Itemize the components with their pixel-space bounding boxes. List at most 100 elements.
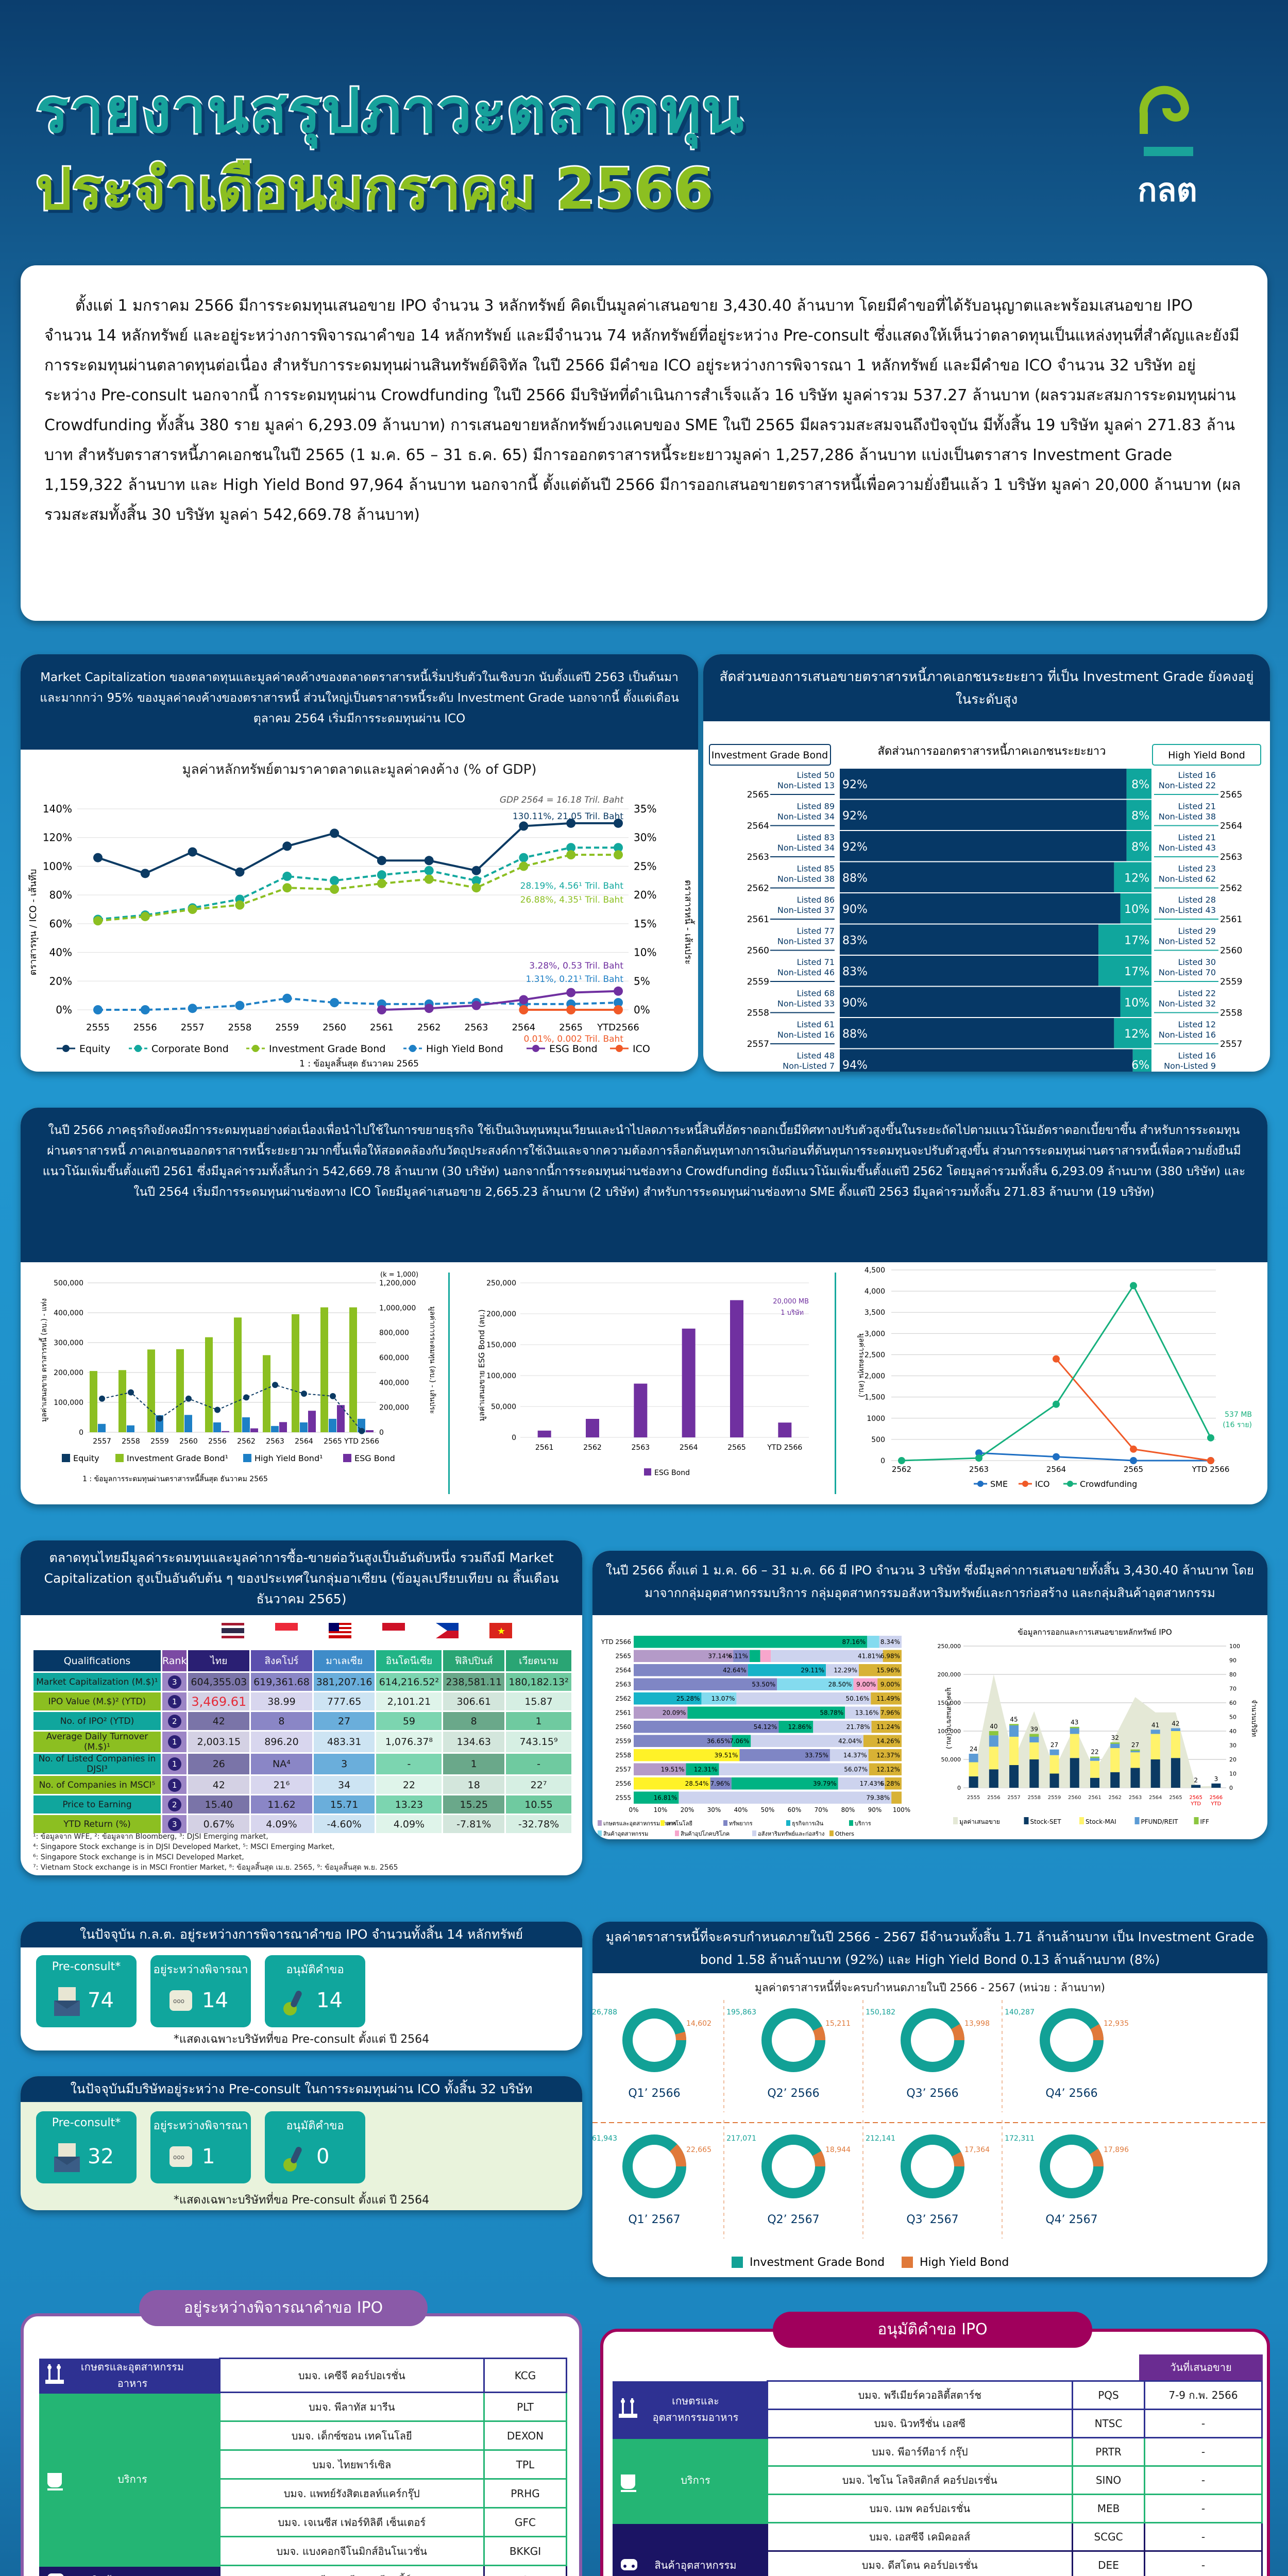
stacked-bar bbox=[1110, 1772, 1120, 1788]
stacked-bar bbox=[1110, 1743, 1120, 1748]
segment-label: 28.50% bbox=[828, 1681, 852, 1688]
x-tick: 2556 bbox=[133, 1022, 157, 1033]
annotation: 1.31%, 0.21¹ Tril. Baht bbox=[526, 974, 623, 985]
segment-label: 6.28% bbox=[880, 1780, 900, 1787]
ig-value-label: 195,863 bbox=[726, 2008, 756, 2016]
company-name: บมจ. เอสซีจี เคมิคอลส์ bbox=[766, 2522, 1073, 2552]
count-label: 27 bbox=[1050, 1741, 1058, 1749]
year-label-left: 2561 bbox=[747, 914, 769, 925]
approval-stamp-icon bbox=[283, 1986, 309, 2017]
quarter-label: Q3’ 2566 bbox=[906, 2087, 958, 2100]
ipo-status-header: ในปัจจุบัน ก.ล.ต. อยู่ระหว่างการพิจารณาค… bbox=[21, 1922, 582, 1947]
data-point bbox=[898, 1457, 905, 1464]
ig-nonlisted: Non-Listed 34 bbox=[777, 843, 835, 853]
stacked-bar bbox=[1009, 1725, 1019, 1737]
segment-label: 16.81% bbox=[654, 1794, 677, 1801]
offer-date: - bbox=[1144, 2437, 1263, 2467]
stacked-segment bbox=[634, 1692, 702, 1705]
data-point bbox=[282, 841, 292, 851]
country-flags: ★ bbox=[222, 1623, 512, 1638]
value-cell: 22⁷ bbox=[504, 1774, 573, 1795]
value-cell: 13.23 bbox=[375, 1794, 444, 1815]
ig-bar bbox=[840, 769, 1127, 799]
intro-text: ตั้งแต่ 1 มกราคม 2566 มีการระดมทุนเสนอขา… bbox=[44, 297, 1241, 524]
y-axis-label-right: ตราสารหนี้ - เส้นประ bbox=[683, 880, 695, 965]
series-line-high-yield-bond bbox=[98, 997, 619, 1011]
data-point bbox=[157, 1415, 163, 1422]
legend-marker bbox=[252, 1045, 259, 1052]
stacked-segment bbox=[749, 1650, 760, 1662]
y-tick: 4,500 bbox=[865, 1266, 885, 1275]
annotation: 20,000 MB bbox=[773, 1298, 809, 1306]
legend-label: Stock-SET bbox=[1030, 1818, 1062, 1825]
hy-bar bbox=[1114, 1018, 1151, 1048]
list-item: บมจ. แบงคอกจีโนมิกส์อินโนเวชั่น BKKGI bbox=[39, 2536, 567, 2566]
legend-marker bbox=[616, 1045, 623, 1052]
value-cell: -7.81% bbox=[442, 1814, 506, 1835]
ticker: MEB bbox=[1072, 2494, 1145, 2523]
ig-listed: Listed 89 bbox=[797, 802, 835, 811]
x-tick: 70% bbox=[815, 1806, 828, 1814]
y-tick: 200,000 bbox=[486, 1310, 516, 1318]
segment-label: 7.96% bbox=[880, 1709, 900, 1716]
x-tick: 2555 bbox=[86, 1022, 110, 1033]
asean-header: ตลาดทุนไทยมีมูลค่าระดมทุนและมูลค่าการซื้… bbox=[21, 1540, 582, 1615]
asean-footnotes: ¹: ข้อมูลจาก WFE, ²: ข้อมูลจาก Bloomberg… bbox=[33, 1832, 398, 1873]
y-tick-left: 500,000 bbox=[54, 1279, 83, 1287]
list-item: บมจ. นิวทรีชั่น เอสซี NTSC - bbox=[613, 2409, 1263, 2438]
ipo-summary-header: ในปี 2566 ตั้งแต่ 1 ม.ค. 66 – 31 ม.ค. 66… bbox=[592, 1551, 1267, 1615]
legend-label: Stock-MAI bbox=[1086, 1818, 1116, 1825]
bar-esgbond bbox=[250, 1428, 258, 1432]
x-tick: 2555 bbox=[967, 1795, 980, 1801]
legend-swatch bbox=[343, 1454, 351, 1462]
stacked-segment bbox=[869, 1763, 902, 1775]
stacked-bar bbox=[1029, 1742, 1039, 1759]
y-tick-left: 50,000 bbox=[941, 1756, 961, 1763]
hy-listed: Listed 21 bbox=[1178, 833, 1216, 842]
value-cell: 38.99 bbox=[249, 1691, 314, 1712]
ig-bar bbox=[840, 1049, 1133, 1072]
footnote: ⁶: Singapore Stock exchange is in MSCI D… bbox=[33, 1853, 244, 1861]
asean-table-wrap: Qualifications Rank ไทย สิงคโปร์ มาเลเซีย อิน… bbox=[32, 1649, 573, 1835]
y-tick-right: 600,000 bbox=[379, 1354, 409, 1362]
x-tick: 20% bbox=[681, 1806, 694, 1814]
column-header: Rank bbox=[160, 1649, 189, 1673]
data-point bbox=[424, 1004, 434, 1013]
hy-pct: 6% bbox=[1131, 1059, 1149, 1072]
table-row: IPO Value (M.$)² (YTD) 1 3,469.61 38.99 777.… bbox=[32, 1691, 573, 1712]
data-point bbox=[519, 853, 529, 862]
stacked-segment bbox=[634, 1720, 779, 1733]
hy-listed: Listed 12 bbox=[1178, 1020, 1216, 1029]
ig-pct: 92% bbox=[842, 778, 868, 791]
value-cell: 134.63 bbox=[442, 1730, 506, 1754]
svg-text:ooo: ooo bbox=[173, 2154, 184, 2161]
legend-label: Others bbox=[835, 1831, 854, 1837]
company-name: บมจ. พีอาร์ทีอาร์ กรุ๊ป bbox=[766, 2437, 1073, 2467]
bar-highyieldbond bbox=[184, 1415, 192, 1432]
y-tick: 1,500 bbox=[865, 1394, 885, 1402]
stacked-segment bbox=[719, 1763, 870, 1775]
data-point bbox=[188, 1004, 197, 1013]
y-tick: 100,000 bbox=[486, 1372, 516, 1380]
esg-bar bbox=[634, 1383, 648, 1437]
count-label: 24 bbox=[970, 1745, 977, 1753]
y-axis-label: มูลค่าเสนอขาย ESG Bond (ลบ.) bbox=[477, 1309, 486, 1421]
count-label: 45 bbox=[1010, 1716, 1018, 1723]
bar-highyieldbond bbox=[98, 1423, 106, 1432]
legend-marker bbox=[1067, 1481, 1073, 1487]
company-name: บมจ. พี.เอส.พี.สเปเชียลตี้ส์ bbox=[218, 2565, 485, 2576]
stacked-segment bbox=[732, 1735, 751, 1747]
legend-swatch bbox=[953, 1817, 958, 1824]
ig-pct: 92% bbox=[842, 810, 868, 823]
ico-status-card: ในปัจจุบันมีบริษัทอยู่ระหว่าง Pre-consul… bbox=[21, 2076, 582, 2210]
fundraising-card: ในปี 2566 ภาคธุรกิจยังคงมีการระดมทุนอย่า… bbox=[21, 1108, 1267, 1504]
flag-thailand-icon bbox=[222, 1623, 244, 1638]
x-tick: 2558 bbox=[1028, 1795, 1041, 1801]
y-tick: 2556 bbox=[615, 1780, 631, 1787]
legend-label: IFF bbox=[1200, 1818, 1209, 1825]
ticker: PLT bbox=[483, 2392, 567, 2422]
x-tick: 2562 bbox=[1109, 1795, 1122, 1801]
year-label-right: 2564 bbox=[1220, 821, 1242, 832]
rank-cell: 1 bbox=[160, 1774, 189, 1795]
speech-bubble-icon: ooo bbox=[168, 1986, 194, 2017]
